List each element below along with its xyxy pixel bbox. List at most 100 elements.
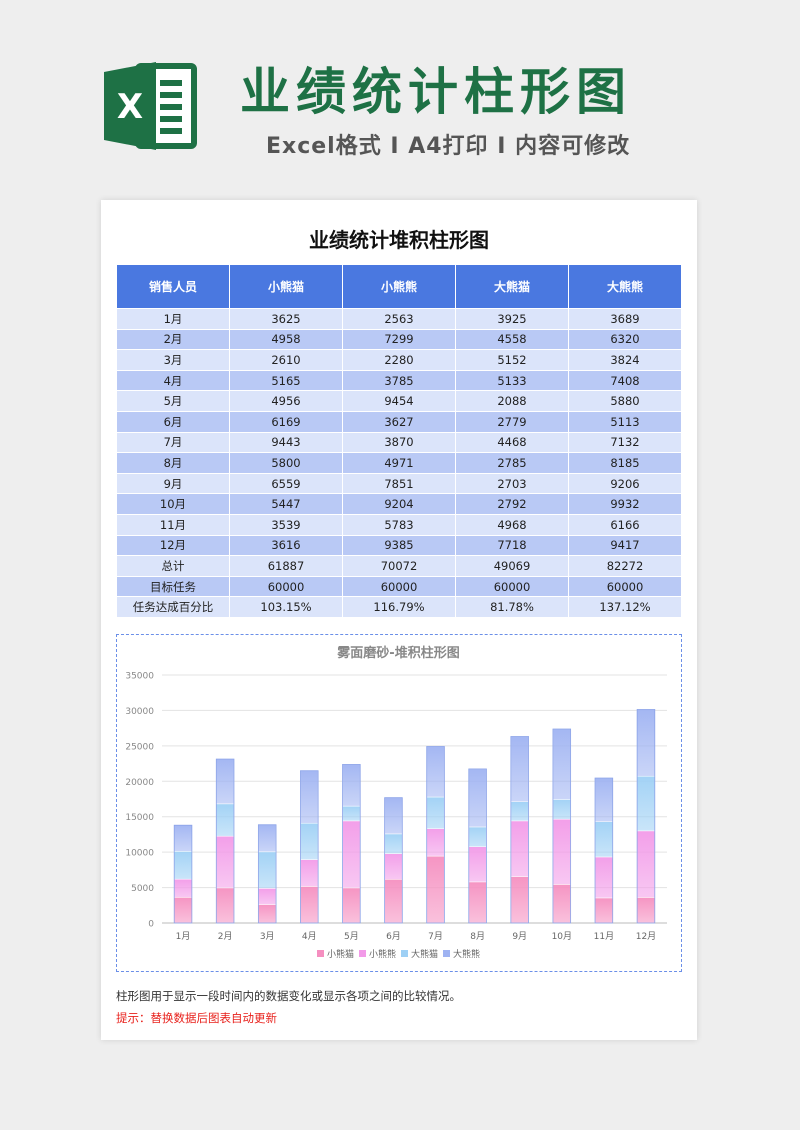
table-cell: 70072 (342, 555, 456, 577)
bar-segment (258, 904, 277, 924)
bar-outline (636, 709, 656, 924)
bar-segment (173, 851, 193, 880)
x-tick-label: 7月 (428, 931, 443, 942)
legend-swatch (317, 950, 324, 957)
bar-segment (384, 879, 403, 924)
bar-segment (636, 775, 656, 832)
table-cell: 9454 (342, 390, 456, 412)
y-tick-label: 25000 (125, 742, 154, 752)
bar-segment (636, 897, 656, 924)
table-cell: 2785 (455, 452, 569, 474)
bar-outline (552, 728, 572, 924)
table-cell: 3616 (229, 534, 343, 557)
table-row: 4月 5165 3785 5133 7408 (116, 369, 682, 392)
table-row: 任务达成百分比 103.15% 116.79% 81.78% 137.12% (116, 596, 682, 618)
bar-segment (216, 835, 235, 889)
bar-segment (468, 826, 487, 847)
bar-segment (300, 859, 319, 887)
table-cell: 9932 (568, 493, 682, 515)
table-cell: 5133 (455, 369, 569, 392)
column-header: 大熊猫 (455, 264, 569, 309)
x-tick-label: 6月 (386, 931, 401, 942)
table-cell: 4558 (455, 328, 569, 351)
table-cell: 2610 (229, 349, 343, 371)
bar-segment (342, 764, 361, 807)
y-tick-label: 5000 (131, 884, 154, 894)
column-header: 小熊熊 (342, 264, 456, 309)
table-cell: 4958 (229, 328, 343, 351)
bar-segment (426, 828, 445, 857)
bar-segment (552, 799, 571, 820)
table-cell: 60000 (229, 575, 343, 598)
table-cell: 3785 (342, 369, 456, 392)
table-row: 3月 2610 2280 5152 3824 (116, 349, 682, 371)
row-label-cell: 9月 (116, 472, 230, 495)
table-cell: 3539 (229, 513, 343, 536)
bar-segment (636, 709, 656, 777)
table-cell: 2088 (455, 390, 569, 412)
bar-segment (468, 768, 487, 828)
excel-logo-icon: X (104, 62, 197, 150)
bar-segment (258, 824, 277, 853)
table-cell: 4971 (342, 452, 456, 474)
bar-segment (468, 846, 487, 883)
bar-segment (594, 897, 613, 924)
table-row: 12月 3616 9385 7718 9417 (116, 534, 682, 557)
y-tick-label: 10000 (125, 849, 154, 859)
x-tick-label: 12月 (636, 931, 656, 942)
banner-subtitle: Excel格式 Ⅰ A4打印 Ⅰ 内容可修改 (266, 134, 631, 159)
chart-container: 雾面磨砂-堆积柱形图 0 5000 10000 15000 20000 25000 30000… (116, 634, 682, 972)
row-label-cell: 8月 (116, 452, 230, 474)
bar-outline (173, 824, 193, 924)
table-cell: 6320 (568, 328, 682, 351)
table-cell: 8185 (568, 452, 682, 474)
table-cell: 6166 (568, 513, 682, 536)
bar-segment (300, 886, 319, 924)
table-row: 目标任务 60000 60000 60000 60000 (116, 575, 682, 598)
stacked-bar-chart: 雾面磨砂-堆积柱形图 0 5000 10000 15000 20000 25000 30000… (125, 645, 667, 960)
table-cell: 60000 (342, 575, 456, 598)
table-cell: 2779 (455, 410, 569, 433)
table-cell: 7299 (342, 328, 456, 351)
bar-segment (594, 777, 613, 822)
legend-label: 小熊猫 (327, 948, 354, 960)
table-cell: 9417 (568, 534, 682, 557)
legend-label: 大熊熊 (453, 948, 480, 960)
table-cell: 5165 (229, 369, 343, 392)
table-cell: 3870 (342, 431, 456, 454)
x-tick-label: 5月 (344, 931, 359, 942)
bar-segment (173, 878, 193, 898)
bar-segment (552, 818, 571, 885)
header-banner: X 业绩统计柱形图 Excel格式 Ⅰ A4打印 Ⅰ 内容可修改 (0, 0, 800, 190)
bar-segment (173, 824, 193, 852)
table-row: 1月 3625 2563 3925 3689 (116, 308, 682, 330)
bar-segment (300, 822, 319, 860)
table-row: 10月 5447 9204 2792 9932 (116, 493, 682, 515)
y-tick-label: 0 (148, 920, 154, 930)
table-header-row: 销售人员 小熊猫 小熊熊 大熊猫 大熊熊 (116, 264, 682, 309)
table-cell: 6169 (229, 410, 343, 433)
bar-segment (342, 805, 361, 822)
y-tick-label: 35000 (125, 672, 154, 682)
row-label-cell: 2月 (116, 328, 230, 351)
bar-outline (342, 764, 361, 924)
table-cell: 2280 (342, 349, 456, 371)
x-tick-label: 3月 (260, 931, 275, 942)
row-label-cell: 1月 (116, 308, 230, 330)
table-cell: 116.79% (342, 596, 456, 618)
column-header: 销售人员 (116, 264, 230, 309)
bar-segment (426, 796, 445, 829)
bar-segment (510, 820, 529, 877)
table-cell: 9204 (342, 493, 456, 515)
bar-segment (510, 801, 529, 822)
table-cell: 3689 (568, 308, 682, 330)
x-tick-label: 9月 (512, 931, 527, 942)
bar-outline (257, 824, 277, 924)
table-cell: 4968 (455, 513, 569, 536)
row-label-cell: 11月 (116, 513, 230, 536)
row-label-cell: 总计 (116, 555, 230, 577)
x-tick-label: 2月 (218, 931, 233, 942)
table-cell: 6559 (229, 472, 343, 495)
y-tick-label: 20000 (125, 778, 154, 788)
table-cell: 7132 (568, 431, 682, 454)
